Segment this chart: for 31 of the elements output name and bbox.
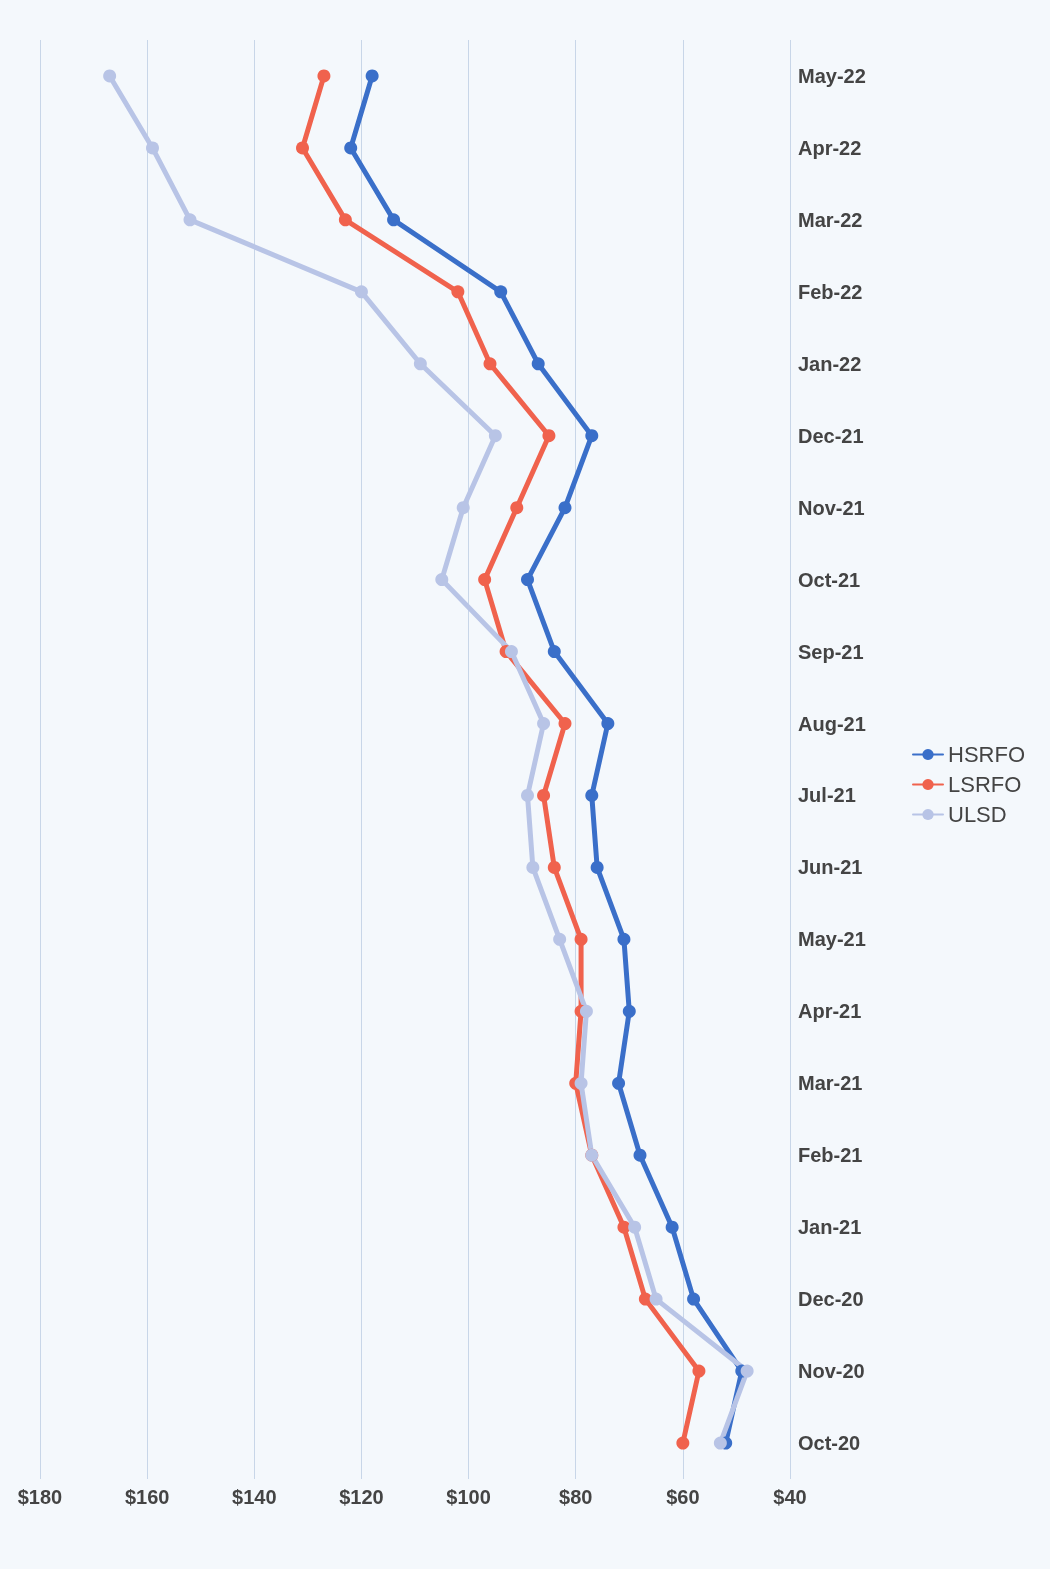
y-tick-label: Jan-22: [798, 352, 862, 375]
y-tick-label: Nov-21: [798, 496, 865, 519]
x-tick-label: $180: [17, 1486, 63, 1508]
y-tick-label: Sep-21: [798, 640, 864, 663]
y-tick-label: Oct-20: [798, 1432, 861, 1455]
y-tick-label: Oct-21: [798, 568, 861, 591]
x-tick-label: $80: [559, 1486, 593, 1508]
y-tick-label: May-22: [798, 64, 866, 87]
y-tick-label: Aug-21: [798, 712, 866, 735]
x-tick-label: $140: [232, 1486, 277, 1508]
y-tick-label: Feb-22: [798, 280, 863, 303]
legend-label: ULSD: [948, 802, 1007, 827]
x-tick-label: $100: [446, 1486, 491, 1508]
y-tick-label: Jan-21: [798, 1216, 862, 1239]
x-tick-label: $60: [666, 1486, 700, 1508]
legend-label: LSRFO: [948, 772, 1022, 797]
y-tick-label: Dec-21: [798, 424, 864, 447]
y-tick-label: Dec-20: [798, 1288, 864, 1311]
y-tick-label: Apr-22: [798, 136, 862, 159]
y-tick-label: Mar-22: [798, 208, 863, 231]
y-tick-label: Mar-21: [798, 1072, 863, 1095]
x-tick-label: $160: [124, 1486, 170, 1508]
y-tick-label: Nov-20: [798, 1360, 865, 1383]
x-tick-label: $40: [773, 1486, 807, 1508]
y-tick-label: May-21: [798, 928, 866, 951]
legend-label: HSRFO: [948, 742, 1025, 767]
y-tick-label: Jul-21: [798, 784, 856, 807]
x-tick-label: $120: [339, 1486, 384, 1508]
y-tick-label: Feb-21: [798, 1144, 863, 1167]
y-tick-label: Apr-21: [798, 1000, 862, 1023]
y-tick-label: Jun-21: [798, 856, 863, 879]
